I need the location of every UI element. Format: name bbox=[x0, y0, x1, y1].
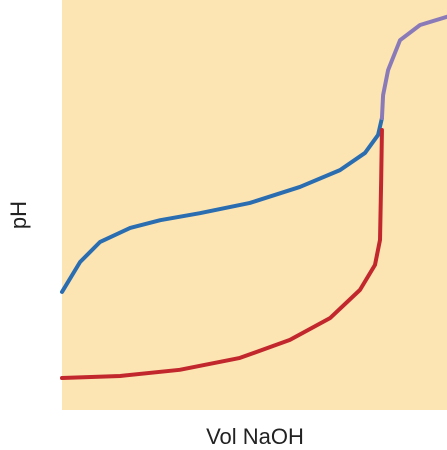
x-axis-label: Vol NaOH bbox=[206, 424, 304, 449]
line-series bbox=[60, 127, 384, 381]
line-series bbox=[379, 14, 447, 121]
plot-area bbox=[62, 0, 447, 410]
line-series bbox=[60, 116, 384, 294]
y-axis-label: pH bbox=[6, 201, 31, 229]
